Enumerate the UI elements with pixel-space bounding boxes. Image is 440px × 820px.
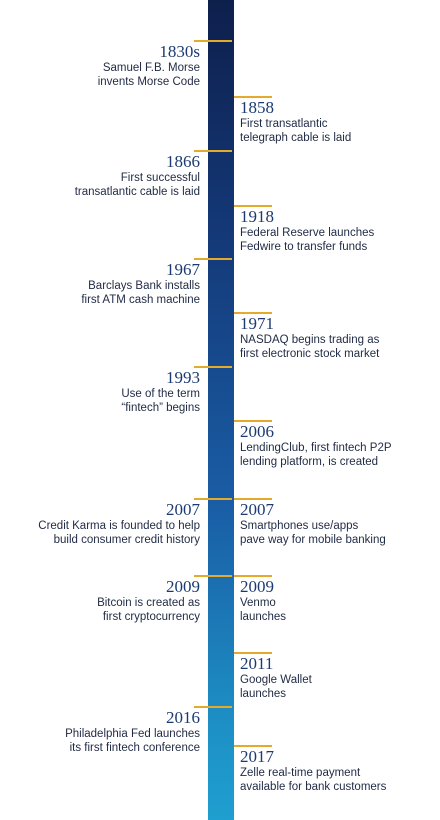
event-tick [234, 205, 272, 207]
timeline-event-1993: 1993 Use of the term “fintech” begins [121, 366, 232, 415]
event-description: Philadelphia Fed launches its first fint… [65, 728, 200, 754]
timeline-event-1858: 1858 First transatlantic telegraph cable… [234, 96, 352, 145]
event-year: 1866 [166, 152, 200, 171]
timeline-event-1830s: 1830s Samuel F.B. Morse invents Morse Co… [97, 40, 232, 89]
event-description: Credit Karma is founded to help build co… [38, 520, 200, 546]
event-description: Google Wallet launches [240, 674, 312, 700]
event-year: 2009 [166, 577, 200, 596]
event-year: 2009 [240, 577, 274, 596]
timeline-event-1866: 1866 First successful transatlantic cabl… [74, 150, 232, 199]
timeline-event-2009-venmo: 2009 Venmo launches [234, 575, 287, 624]
event-tick [194, 498, 232, 500]
event-year: 1858 [240, 98, 274, 117]
timeline-event-2007-credit-karma: 2007 Credit Karma is founded to help bui… [38, 498, 232, 547]
event-tick [234, 96, 272, 98]
timeline-spine [208, 0, 234, 820]
event-tick [194, 706, 232, 708]
event-description: Samuel F.B. Morse invents Morse Code [97, 62, 200, 88]
event-tick [194, 150, 232, 152]
event-description: First successful transatlantic cable is … [74, 172, 200, 198]
event-description: Venmo launches [240, 597, 287, 623]
event-tick [194, 366, 232, 368]
event-tick [234, 745, 272, 747]
event-description: Use of the term “fintech” begins [121, 388, 200, 414]
timeline-event-1971: 1971 NASDAQ begins trading as first elec… [234, 312, 380, 361]
event-tick [234, 652, 272, 654]
timeline-event-2011: 2011 Google Wallet launches [234, 652, 312, 701]
timeline-event-1967: 1967 Barclays Bank installs first ATM ca… [81, 258, 232, 307]
event-description: First transatlantic telegraph cable is l… [240, 118, 352, 144]
event-year: 1971 [240, 314, 274, 333]
event-tick [234, 575, 272, 577]
event-description: Barclays Bank installs first ATM cash ma… [81, 280, 200, 306]
event-tick [194, 258, 232, 260]
event-year: 2011 [240, 654, 274, 673]
event-tick [234, 420, 272, 422]
event-description: NASDAQ begins trading as first electroni… [240, 334, 380, 360]
timeline-event-2017: 2017 Zelle real-time payment available f… [234, 745, 387, 794]
event-year: 2007 [166, 500, 200, 519]
timeline-event-2006: 2006 LendingClub, first fintech P2P lend… [234, 420, 392, 469]
event-description: Bitcoin is created as first cryptocurren… [97, 597, 200, 623]
event-year: 2006 [240, 422, 274, 441]
event-description: Smartphones use/apps pave way for mobile… [240, 520, 386, 546]
event-tick [234, 498, 272, 500]
event-year: 2007 [240, 500, 274, 519]
event-tick [194, 575, 232, 577]
event-description: Zelle real-time payment available for ba… [240, 767, 387, 793]
timeline-event-1918: 1918 Federal Reserve launches Fedwire to… [234, 205, 375, 254]
event-year: 1830s [159, 42, 200, 61]
timeline-event-2009-bitcoin: 2009 Bitcoin is created as first cryptoc… [97, 575, 232, 624]
event-year: 2016 [166, 708, 200, 727]
event-description: Federal Reserve launches Fedwire to tran… [240, 227, 375, 253]
timeline-event-2007-smartphones: 2007 Smartphones use/apps pave way for m… [234, 498, 386, 547]
event-description: LendingClub, first fintech P2P lending p… [240, 442, 392, 468]
event-tick [194, 40, 232, 42]
event-tick [234, 312, 272, 314]
timeline-event-2016: 2016 Philadelphia Fed launches its first… [65, 706, 232, 755]
event-year: 1993 [166, 368, 200, 387]
event-year: 1918 [240, 207, 274, 226]
event-year: 1967 [166, 260, 200, 279]
event-year: 2017 [240, 747, 274, 766]
